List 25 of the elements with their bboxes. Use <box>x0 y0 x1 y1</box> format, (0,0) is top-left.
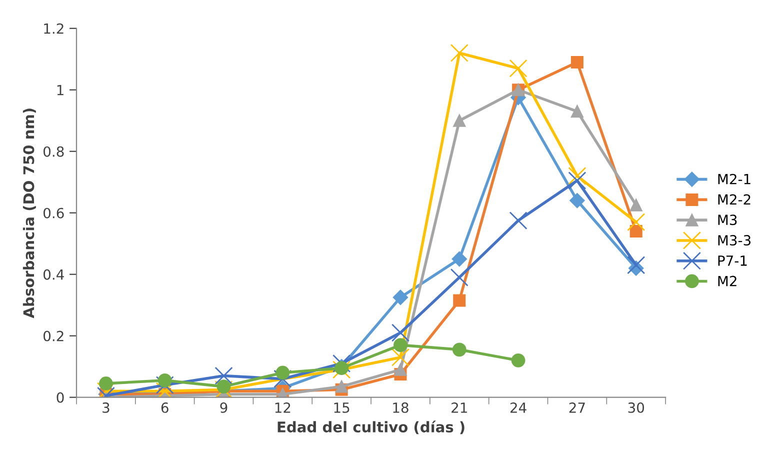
legend-label: M2-2 <box>718 194 750 205</box>
legend-label: M2-1 <box>718 174 750 184</box>
y-tick-label: 0.4 <box>44 269 64 280</box>
y-tick-label: 0.2 <box>44 330 64 342</box>
legend-label: M3 <box>718 214 737 226</box>
x-tick-label: 6 <box>161 402 168 413</box>
y-tick-label: 1 <box>57 85 64 96</box>
y-axis-title: Absorbancia (DO 750 nm) <box>22 108 36 318</box>
legend-label: P7-1 <box>718 256 747 266</box>
y-tick-label: 0 <box>56 392 64 403</box>
x-axis-title: Edad del cultivo (días ) <box>278 420 464 434</box>
x-tick-label: 3 <box>102 402 110 413</box>
y-tick-label: 0.6 <box>44 208 64 218</box>
legend-label: M3-3 <box>718 235 750 246</box>
x-tick-label: 21 <box>452 402 467 413</box>
x-tick-label: 12 <box>275 402 290 413</box>
legend-label: M2 <box>718 276 736 286</box>
x-tick-label: 18 <box>393 402 408 413</box>
x-tick-label: 24 <box>510 402 526 413</box>
x-tick-label: 9 <box>220 402 228 413</box>
x-tick-label: 15 <box>334 402 350 413</box>
x-tick-label: 27 <box>569 402 585 413</box>
y-tick-label: 0.8 <box>44 146 64 157</box>
y-tick-label: 1.2 <box>44 23 64 34</box>
x-tick-label: 30 <box>628 402 644 413</box>
